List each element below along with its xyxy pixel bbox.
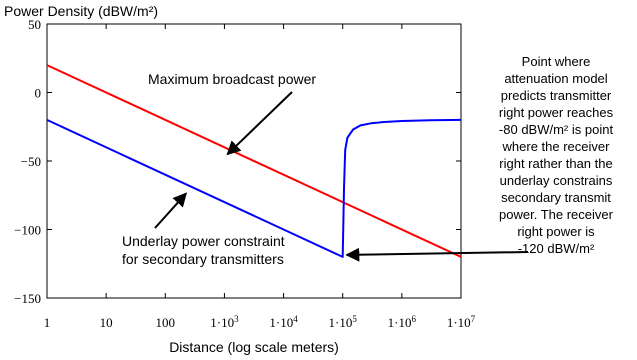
side-note-line: predicts transmitter — [500, 88, 612, 103]
y-tick-label: 0 — [35, 86, 42, 101]
x-axis-ticks: 1 10 100 1·103 1·104 1·105 1·106 1·107 — [44, 24, 476, 330]
side-note-line: right power is — [517, 224, 595, 239]
x-tick-label: 1·106 — [388, 314, 417, 330]
side-note-line: -120 dBW/m² — [517, 241, 595, 256]
side-note-line: right power reaches — [498, 105, 614, 120]
side-note-line: underlay constrains — [499, 173, 613, 188]
side-note-arrow — [345, 247, 529, 262]
x-tick-label: 1·104 — [269, 314, 298, 330]
x-tick-label: 1·105 — [329, 314, 358, 330]
x-tick-label: 1·103 — [210, 314, 239, 330]
x-tick-label: 1·107 — [447, 314, 476, 330]
side-note-line: where the receiver — [502, 139, 610, 154]
side-note-line: Point where — [521, 54, 591, 69]
maximum-broadcast-power-line — [46, 64, 462, 258]
underlay-arrow — [154, 192, 188, 229]
underlay-power-constraint-line — [46, 118, 462, 258]
max-broadcast-arrow — [226, 91, 293, 156]
annotation-underlay-line2: for secondary transmitters — [122, 251, 284, 267]
y-axis-label: Power Density (dBW/m²) — [4, 3, 158, 19]
side-note: Point where attenuation model predicts t… — [478, 53, 634, 257]
x-tick-label: 100 — [156, 315, 176, 330]
series-layer — [46, 64, 462, 258]
side-note-line: -80 dBW/m² is point — [498, 122, 614, 137]
y-tick-label: −150 — [14, 291, 41, 306]
x-axis-label: Distance (log scale meters) — [169, 339, 339, 355]
y-axis-ticks: 50 0 −50 −100 −150 — [14, 17, 461, 306]
side-note-line: attenuation model — [504, 71, 608, 86]
annotation-max-broadcast: Maximum broadcast power — [148, 71, 316, 87]
y-tick-label: 50 — [28, 17, 41, 32]
side-note-line: secondary transmit — [501, 190, 611, 205]
x-tick-label: 10 — [100, 315, 113, 330]
side-note-line: right rather than the — [499, 156, 613, 171]
y-tick-label: −50 — [21, 154, 41, 169]
annotation-layer — [154, 91, 529, 262]
x-tick-label: 1 — [44, 315, 51, 330]
y-tick-label: −100 — [14, 223, 41, 238]
side-note-line: power. The receiver — [499, 207, 613, 222]
annotation-underlay-line1: Underlay power constraint — [122, 233, 285, 249]
